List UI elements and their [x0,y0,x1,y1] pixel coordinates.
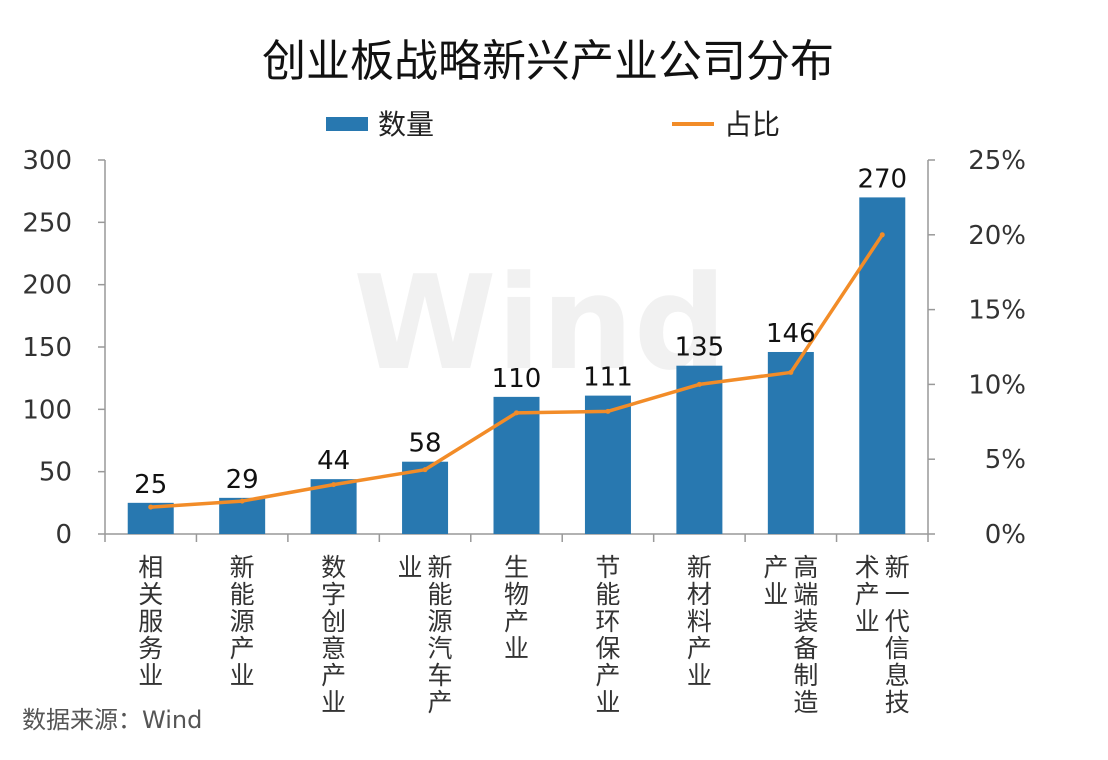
data-label-9: 270 [857,164,907,194]
category-label-column: 新能源产业 [230,553,255,690]
legend-label-line: 占比 [724,108,780,141]
right-tick-label: 0% [985,520,1026,550]
bar-5 [493,396,540,534]
data-label-3: 44 [317,446,350,476]
right-tick-label: 15% [968,296,1026,326]
data-label-8: 146 [766,319,816,349]
ratio-point-5 [514,410,519,416]
axes: 0 50 100 150 200 250 300 0% 5% 10% 15% 20% 25% [22,146,1026,550]
category-label-1: 相关服务业 [138,553,163,690]
ratio-point-1 [148,504,154,510]
category-label-7: 新材料产业 [687,553,712,690]
bars [127,197,906,534]
source-note: 数据来源：Wind [22,706,202,734]
left-tick-label: 50 [39,458,72,488]
bar-9 [859,197,906,534]
data-label-6: 111 [583,363,633,393]
category-label-column: 节能环保产业 [595,553,620,717]
right-tick-label: 25% [968,146,1026,176]
left-tick-label: 300 [22,146,72,176]
watermark: Wind [353,247,727,399]
ratio-point-9 [879,232,885,238]
bar-8 [767,351,814,534]
category-label-column: 产业 [763,553,788,609]
right-tick-label: 20% [968,221,1026,251]
category-label-column: 高端装备制造 [793,553,818,717]
left-tick-label: 150 [22,333,72,363]
category-label-column: 数字创意产业 [321,553,346,717]
category-label-column: 业 [398,553,423,582]
chart-title: 创业板战略新兴产业公司分布 [262,36,834,87]
left-tick-label: 250 [22,208,72,238]
ratio-point-6 [605,408,611,414]
category-label-column: 新能源汽车产 [428,553,453,717]
ratio-point-3 [331,482,337,488]
category-label-column: 生物产业 [504,553,529,663]
legend-swatch-bar [326,117,368,131]
category-label-column: 新一代信息技 [885,553,910,717]
ratio-point-8 [788,369,794,375]
ratio-point-2 [239,498,245,504]
right-tick-label: 10% [968,370,1026,400]
data-label-7: 135 [675,333,725,363]
legend: 数量 占比 [326,108,780,141]
ratio-line [148,232,885,510]
data-label-4: 58 [409,429,442,459]
category-label-3: 数字创意产业 [321,553,346,717]
right-tick-label: 5% [985,445,1026,475]
ratio-point-7 [696,381,702,387]
category-label-2: 新能源产业 [230,553,255,690]
bar-7 [676,365,723,534]
bar-6 [584,395,631,534]
category-label-5: 生物产业 [504,553,529,663]
data-label-5: 110 [492,364,542,394]
legend-label-bar: 数量 [378,108,434,141]
category-label-column: 术产业 [855,553,880,636]
category-label-6: 节能环保产业 [595,553,620,717]
data-label-1: 25 [134,470,167,500]
bar-2 [219,497,266,534]
category-label-column: 新材料产业 [687,553,712,690]
left-tick-label: 100 [22,395,72,425]
category-label-column: 相关服务业 [138,553,163,690]
left-tick-label: 200 [22,271,72,301]
ratio-point-4 [422,467,428,473]
data-label-2: 29 [226,465,259,495]
left-tick-label: 0 [55,520,72,550]
data-labels: 25 29 44 58 110 111 135 146 270 [134,164,907,499]
